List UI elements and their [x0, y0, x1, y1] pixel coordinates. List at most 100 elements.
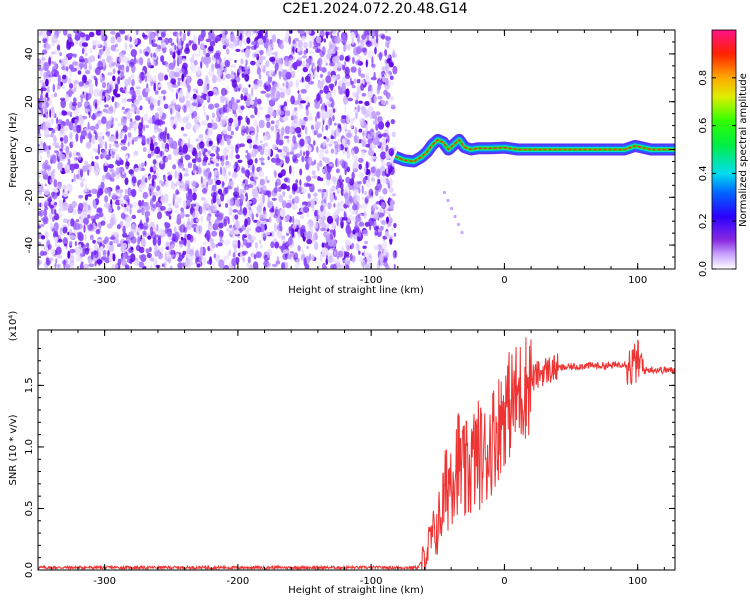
heatmap-cell [155, 30, 158, 36]
heatmap-cell [223, 97, 229, 101]
heatmap-cell [68, 151, 72, 158]
heatmap-cell [367, 105, 374, 113]
heatmap-cell [107, 72, 113, 76]
heatmap-cell [128, 76, 131, 86]
heatmap-cell [330, 84, 334, 91]
heatmap-cell [68, 88, 73, 98]
heatmap-cell [273, 187, 278, 194]
heatmap-cell [69, 254, 75, 263]
heatmap-cell [50, 248, 56, 255]
heatmap-cell [332, 239, 337, 248]
heatmap-cell [336, 61, 342, 69]
heatmap-cell [343, 259, 349, 263]
heatmap-cell [307, 116, 314, 122]
heatmap-cell [143, 124, 145, 132]
heatmap-cell [233, 37, 240, 46]
heatmap-cell [77, 101, 81, 109]
heatmap-cell [246, 227, 252, 232]
heatmap-cell [299, 179, 302, 186]
colorbar-tick-label: 0.0 [698, 261, 709, 277]
heatmap-cell [211, 230, 218, 237]
heatmap-cell [241, 49, 245, 53]
heatmap-cell [388, 205, 394, 210]
heatmap-cell [203, 83, 208, 92]
x-tick-label: -100 [360, 576, 383, 587]
heatmap-cell [96, 100, 102, 106]
heatmap-cell [206, 215, 211, 222]
heatmap-cell [334, 144, 339, 149]
heatmap-cell [244, 184, 250, 191]
heatmap-cell [286, 232, 289, 236]
heatmap-cell [54, 262, 57, 269]
heatmap-cell [177, 262, 184, 269]
heatmap-cell [174, 114, 179, 124]
heatmap-cell [297, 90, 300, 94]
heatmap-cell [385, 252, 389, 259]
heatmap-cell [73, 150, 77, 159]
heatmap-cell [206, 61, 209, 69]
heatmap-cell [89, 82, 94, 89]
heatmap-cell [106, 120, 112, 130]
heatmap-cell [385, 121, 390, 128]
heatmap-cell [358, 100, 363, 104]
heatmap-cell [372, 120, 379, 125]
heatmap-cell [251, 87, 254, 97]
heatmap-cell [275, 161, 281, 166]
heatmap-cell [381, 162, 386, 166]
heatmap-cell [45, 113, 49, 119]
heatmap-cell [89, 47, 93, 54]
heatmap-cell [389, 165, 395, 176]
heatmap-cell [330, 148, 335, 154]
heatmap-cell [241, 73, 245, 78]
heatmap-cell [364, 76, 371, 83]
heatmap-cell [49, 108, 52, 118]
heatmap-cell [221, 113, 224, 119]
heatmap-cell [184, 257, 191, 267]
heatmap-cell [147, 235, 152, 240]
heatmap-cell [190, 205, 194, 214]
heatmap-cell [305, 162, 310, 171]
heatmap-cell [202, 161, 207, 167]
heatmap-cell [43, 61, 49, 72]
heatmap-cell [115, 153, 120, 161]
heatmap-cell [231, 172, 238, 179]
heatmap-cell [271, 111, 277, 118]
heatmap-cell [173, 226, 177, 234]
heatmap-cell [201, 120, 208, 126]
heatmap-cell [332, 108, 336, 113]
heatmap-cell [92, 44, 96, 50]
heatmap-cell [79, 59, 85, 63]
heatmap-cell [269, 56, 276, 63]
heatmap-cell [130, 189, 137, 197]
heatmap-cell [234, 214, 239, 220]
heatmap-cell [329, 97, 333, 102]
heatmap-cell [245, 59, 248, 66]
heatmap-cell [170, 250, 174, 255]
heatmap-cell [161, 246, 164, 253]
heatmap-cell [261, 184, 267, 194]
heatmap-cell [77, 70, 82, 75]
heatmap-cell [72, 61, 79, 66]
heatmap-cell [228, 171, 231, 176]
heatmap-cell [389, 95, 395, 102]
heatmap-cell [92, 40, 97, 46]
heatmap-cell [362, 121, 367, 128]
heatmap-cell [69, 261, 75, 269]
heatmap-cell [335, 185, 338, 190]
heatmap-cell [208, 141, 213, 147]
heatmap-cell [121, 66, 125, 76]
heatmap-cell [273, 222, 277, 232]
heatmap-cell [117, 258, 122, 266]
heatmap-cell [161, 135, 166, 142]
heatmap-cell [355, 99, 359, 105]
heatmap-cell [312, 74, 318, 78]
heatmap-cell [100, 32, 106, 42]
heatmap-cell [288, 35, 292, 45]
heatmap-cell [51, 61, 55, 65]
heatmap-cell [192, 181, 199, 188]
heatmap-cell [104, 141, 108, 150]
heatmap-cell [308, 146, 312, 153]
y-tick-label: 0.5 [24, 501, 35, 517]
heatmap-cell [98, 221, 102, 231]
